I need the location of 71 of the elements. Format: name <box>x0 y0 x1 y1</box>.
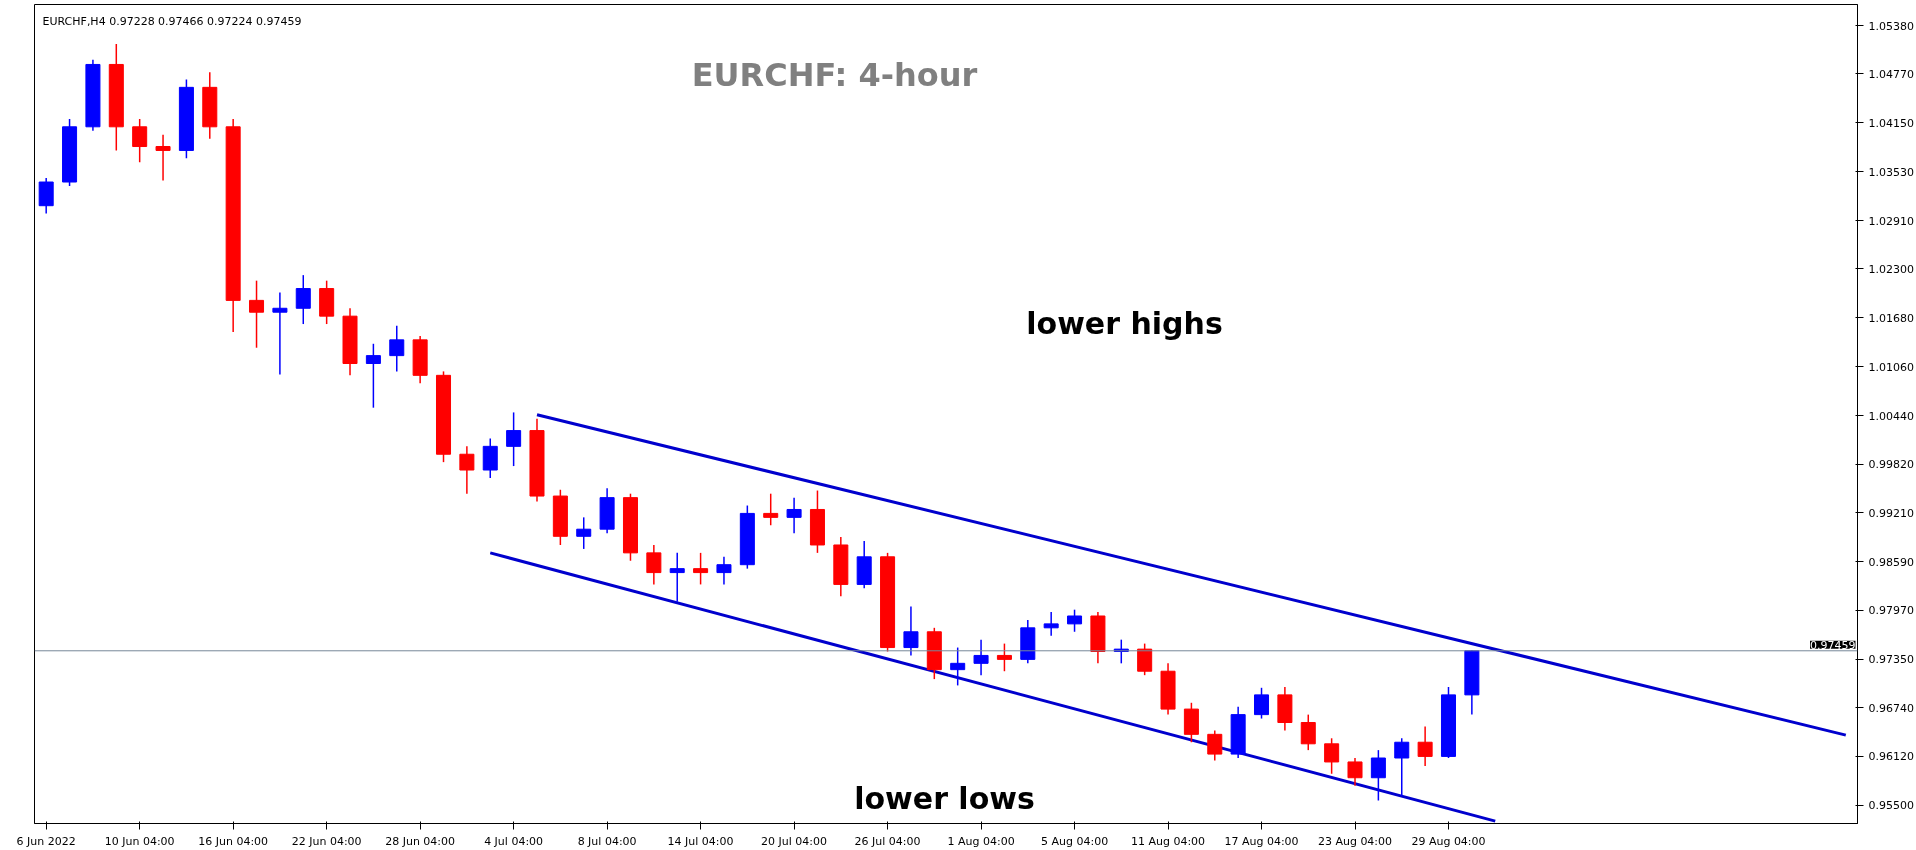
candlestick <box>1417 725 1433 767</box>
candlestick <box>1324 737 1340 775</box>
y-tick-label: 1.03530 <box>1868 165 1914 179</box>
candlestick <box>973 638 989 676</box>
candlestick <box>482 437 498 479</box>
y-tick-label: 0.99210 <box>1868 506 1914 520</box>
y-tick-label: 0.95500 <box>1868 799 1914 813</box>
candlestick <box>272 291 288 376</box>
x-tick-label: 10 Jun 04:00 <box>104 834 175 848</box>
y-tick-label: 1.04770 <box>1868 67 1914 81</box>
y-tick-label: 0.99820 <box>1868 458 1914 472</box>
candlestick <box>763 492 779 526</box>
y-tick-label: 1.02300 <box>1868 262 1914 276</box>
candlestick <box>1347 757 1363 787</box>
candlestick <box>1137 642 1153 676</box>
y-tick-label: 0.98590 <box>1868 555 1914 569</box>
candlestick <box>1300 713 1316 751</box>
candlestick <box>669 552 685 603</box>
candlestick <box>295 274 311 325</box>
y-tick-label: 0.97350 <box>1868 653 1914 667</box>
x-tick-label: 5 Aug 04:00 <box>1040 834 1109 848</box>
x-tick-label: 20 Jul 04:00 <box>761 834 828 848</box>
x-tick-label: 28 Jun 04:00 <box>385 834 456 848</box>
y-tick-label: 0.96740 <box>1868 701 1914 715</box>
y-tick-label: 1.02910 <box>1868 214 1914 228</box>
candlestick <box>459 445 475 495</box>
candlestick <box>1207 729 1223 762</box>
candlestick <box>1254 687 1270 720</box>
x-tick-label: 8 Jul 04:00 <box>577 834 637 848</box>
candlestick <box>389 324 405 373</box>
x-tick-label: 6 Jun 2022 <box>16 834 76 848</box>
candlestick <box>693 552 709 586</box>
candlestick <box>716 556 732 586</box>
x-tick-label: 22 Jun 04:00 <box>291 834 362 848</box>
candlestick <box>132 118 148 164</box>
y-tick-label: 1.04150 <box>1868 116 1914 130</box>
x-tick-label: 14 Jul 04:00 <box>667 834 734 848</box>
y-tick-label: 1.05380 <box>1868 19 1914 33</box>
text: EURCHF: 4-hour <box>691 55 978 94</box>
x-tick-label: 26 Jul 04:00 <box>854 834 921 848</box>
x-tick-label: 4 Jul 04:00 <box>484 834 544 848</box>
candlestick <box>249 279 265 349</box>
x-tick-label: 11 Aug 04:00 <box>1130 834 1206 848</box>
x-tick-label: 29 Aug 04:00 <box>1411 834 1486 848</box>
text: EURCHF,H4 0.97228 0.97466 0.97224 0.97459 <box>42 14 302 28</box>
x-tick-label: 23 Aug 04:00 <box>1317 834 1393 848</box>
candlestick <box>950 646 966 687</box>
candlestick <box>1394 737 1410 797</box>
candlestick <box>646 544 662 586</box>
candlestick <box>506 411 522 467</box>
y-tick-label: 1.01060 <box>1868 360 1914 374</box>
candlestick <box>365 343 381 409</box>
candlestick <box>1043 611 1059 637</box>
candlestick <box>903 605 919 657</box>
candlestick <box>38 177 54 215</box>
y-tick-label: 1.00440 <box>1868 409 1914 423</box>
x-tick-label: 17 Aug 04:00 <box>1224 834 1299 848</box>
candlestick <box>155 133 171 182</box>
x-tick-label: 16 Jun 04:00 <box>198 834 269 848</box>
candlestick <box>786 496 802 534</box>
candlestick <box>996 642 1012 672</box>
candlestick <box>1067 608 1083 633</box>
ref-line-label: 0.97459 <box>1810 638 1856 652</box>
candlestick <box>1370 749 1386 802</box>
y-tick-label: 0.96120 <box>1868 750 1914 764</box>
y-tick-label: 1.01680 <box>1868 311 1914 325</box>
y-tick-label: 0.97970 <box>1868 604 1914 618</box>
annotation: lower lows <box>854 781 1035 816</box>
candlestick <box>576 516 592 550</box>
x-tick-label: 1 Aug 04:00 <box>947 834 1015 848</box>
annotation: lower highs <box>1026 306 1223 341</box>
